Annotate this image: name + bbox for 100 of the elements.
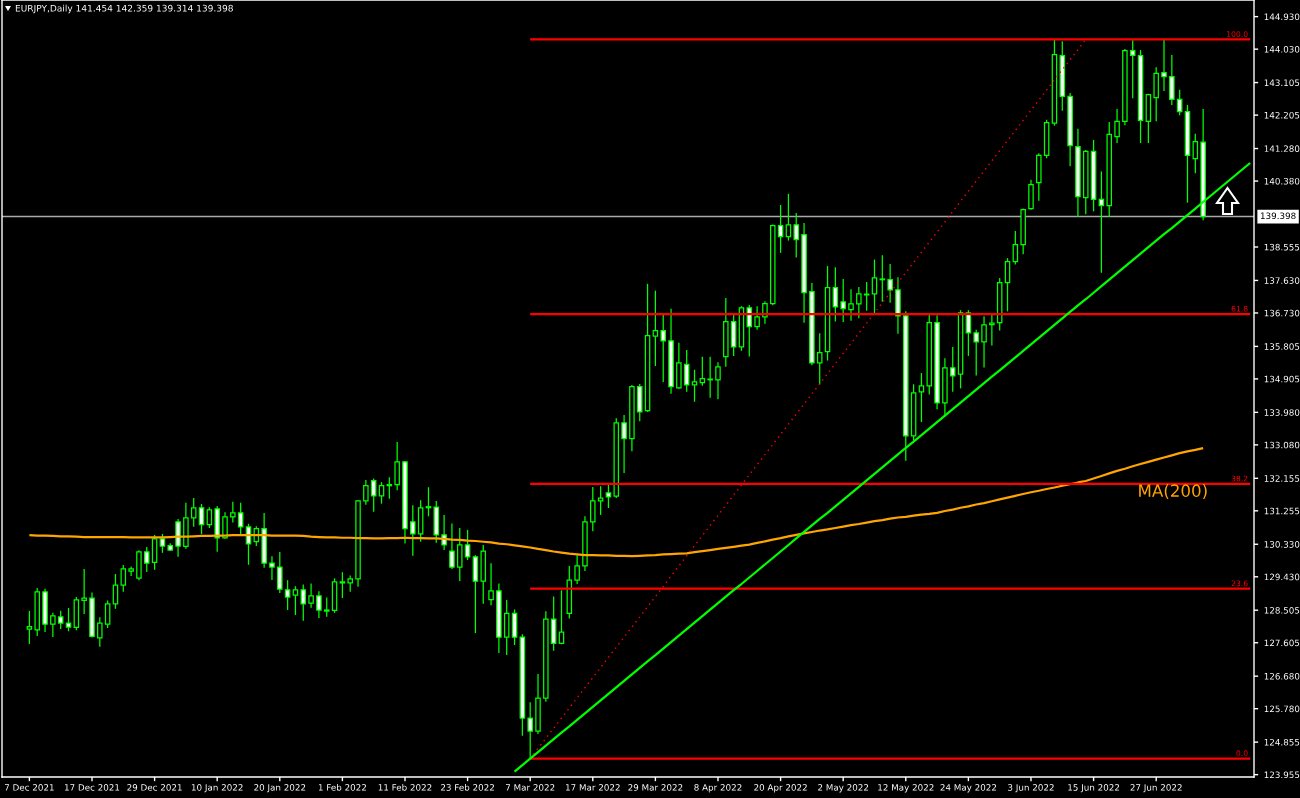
y-tick-label: 143.105 — [1264, 79, 1300, 87]
candlestick — [308, 583, 314, 608]
candlestick — [1028, 179, 1034, 210]
x-tick-label: 20 Jan 2022 — [254, 784, 306, 793]
y-tick-label: 142.205 — [1264, 111, 1300, 119]
candlestick — [277, 551, 283, 593]
candlestick — [488, 563, 494, 606]
candlestick — [973, 329, 979, 376]
candlestick — [981, 316, 987, 368]
candlestick — [120, 564, 127, 592]
candlestick — [527, 702, 533, 759]
candlestick — [918, 373, 925, 423]
y-tick-label: 133.980 — [1264, 409, 1300, 416]
candlestick — [237, 502, 244, 536]
candlestick — [590, 486, 596, 532]
y-tick-label: 144.930 — [1264, 13, 1300, 21]
candlestick — [269, 556, 275, 580]
candlestick — [26, 610, 33, 644]
y-tick-label: 127.605 — [1264, 639, 1300, 647]
candlestick — [1192, 133, 1199, 174]
candlestick — [323, 597, 330, 617]
x-tick-label: 24 May 2022 — [940, 784, 997, 793]
y-tick-label: 135.805 — [1264, 343, 1300, 350]
y-tick-label: 141.280 — [1264, 145, 1300, 152]
candlestick — [511, 609, 518, 645]
candlestick — [871, 259, 878, 314]
y-tick-label: 123.955 — [1264, 771, 1300, 779]
candlestick — [128, 566, 134, 576]
candlestick — [339, 572, 346, 599]
chart-title: EURJPY,Daily 141.454 142.359 139.314 139.398 — [15, 4, 233, 14]
candlestick — [746, 305, 753, 357]
candlestick — [707, 356, 713, 398]
x-tick-label: 17 Dec 2021 — [65, 784, 120, 791]
candlestick — [863, 281, 870, 311]
candlestick — [1161, 38, 1167, 91]
candlestick — [949, 347, 956, 392]
candlestick — [410, 505, 416, 556]
candlestick — [386, 477, 393, 499]
y-tick-label: 125.780 — [1264, 705, 1300, 713]
candlestick — [691, 369, 698, 402]
y-tick-label: 136.730 — [1264, 309, 1300, 317]
y-tick-label: 124.855 — [1264, 738, 1300, 746]
candlestick — [848, 289, 854, 321]
candlestick — [394, 442, 400, 491]
candlestick — [112, 573, 119, 609]
candlestick — [503, 600, 510, 656]
candlestick — [425, 487, 432, 517]
candlestick — [652, 290, 659, 366]
candlestick — [793, 212, 800, 258]
x-tick-label: 27 Jun 2022 — [1130, 784, 1182, 793]
x-tick-label: 8 Apr 2022 — [694, 784, 742, 793]
candlestick — [887, 263, 893, 303]
candlestick — [754, 306, 760, 330]
candlestick — [449, 523, 455, 570]
y-tick-label: 126.680 — [1264, 673, 1300, 680]
candlestick — [206, 507, 213, 528]
candlestick — [699, 356, 706, 386]
candlestick — [989, 313, 995, 346]
y-tick-label: 132.155 — [1264, 475, 1300, 482]
y-tick-label: 128.505 — [1264, 607, 1300, 614]
x-tick-label: 10 Jan 2022 — [191, 784, 243, 793]
x-tick-label: 23 Feb 2022 — [441, 783, 494, 791]
x-tick-label: 11 Feb 2022 — [378, 783, 432, 791]
line-series — [28, 447, 1205, 558]
x-tick-label: 2 May 2022 — [818, 784, 869, 793]
y-tick-label: 133.080 — [1264, 441, 1300, 449]
candlestick — [292, 586, 299, 615]
y-tick-label: 131.255 — [1264, 507, 1300, 515]
y-tick-label: 140.380 — [1264, 177, 1300, 185]
candlestick — [65, 607, 72, 632]
candlestick — [879, 255, 886, 302]
candlestick — [143, 546, 150, 572]
ref-line-label: 139.398 — [1260, 212, 1296, 220]
x-tick-label: 15 Jun 2022 — [1068, 784, 1120, 793]
candlestick — [574, 555, 580, 584]
candlestick — [198, 503, 205, 535]
candlestick — [660, 314, 666, 382]
x-tick-label: 29 Dec 2021 — [127, 784, 182, 791]
candlestick — [856, 287, 862, 319]
x-tick-label: 7 Dec 2021 — [4, 784, 54, 791]
candlestick — [1169, 55, 1175, 106]
y-tick-label: 138.555 — [1264, 243, 1300, 251]
candlestick — [104, 600, 111, 629]
y-tick-label: 130.330 — [1264, 541, 1300, 548]
candlestick — [840, 279, 846, 322]
x-tick-label: 3 Jun 2022 — [1008, 784, 1054, 793]
candlestick — [300, 584, 307, 621]
candlestick — [456, 528, 463, 582]
y-tick-label: 144.030 — [1264, 45, 1300, 53]
x-tick-label: 29 Mar 2022 — [628, 784, 683, 791]
candlestick — [363, 480, 369, 505]
candlestick — [50, 612, 56, 638]
candlestick — [190, 498, 197, 527]
candlestick — [558, 590, 565, 645]
candlestick — [1114, 108, 1120, 144]
candlestick — [816, 333, 823, 385]
candlestick — [81, 568, 87, 614]
candlestick — [785, 193, 792, 241]
candlestick — [621, 414, 627, 473]
y-tick-label: 137.630 — [1264, 277, 1300, 284]
